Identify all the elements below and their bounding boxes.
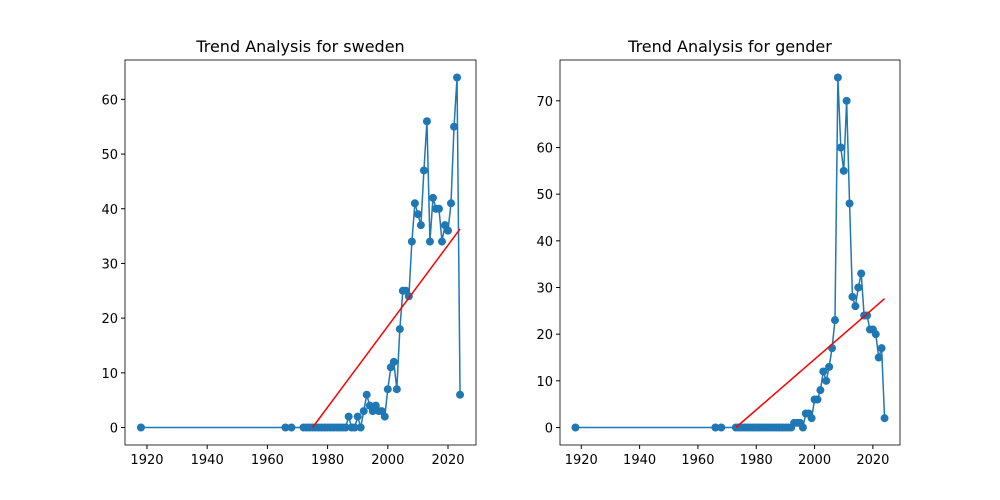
data-point [807,414,816,423]
data-point [383,385,392,394]
y-tick-label: 20 [536,328,553,343]
data-point [798,423,807,432]
data-line [575,77,886,430]
y-tick-label: 20 [101,312,118,327]
data-point [813,395,822,404]
data-point [344,412,353,421]
data-point [362,390,371,399]
data-point [880,414,889,423]
axes-frame [124,59,477,446]
chart-title: Trend Analysis for sweden [195,37,404,56]
y-tick-label: 0 [545,422,553,437]
x-tick-label: 1920 [130,453,163,468]
x-tick-label: 2020 [856,453,889,468]
data-point [422,117,431,126]
data-point [410,199,419,208]
data-point [350,423,359,432]
data-point [717,423,726,432]
x-tick-label: 1960 [681,453,714,468]
data-point [356,423,365,432]
data-point [836,143,845,152]
y-tick-label: 40 [536,235,553,250]
x-tick-label: 2020 [431,453,464,468]
data-point [407,237,416,246]
data-point [851,302,860,311]
x-tick-label: 1940 [623,453,656,468]
data-point [845,199,854,208]
data-point [392,385,401,394]
x-tick-label: 1980 [740,453,773,468]
x-tick-label: 1920 [565,453,598,468]
data-point [711,423,720,432]
data-point [863,311,872,320]
y-tick-label: 40 [101,203,118,218]
data-point [839,166,848,175]
data-point [434,204,443,213]
data-point [281,423,290,432]
data-point [450,122,459,131]
data-point [828,344,837,353]
data-point [854,283,863,292]
data-point [428,193,437,202]
data-point [571,423,580,432]
x-tick-label: 2000 [371,453,404,468]
data-point [848,292,857,301]
data-point [353,412,362,421]
data-point [359,407,368,416]
data-point [380,412,389,421]
data-point [413,210,422,219]
data-point [416,221,425,230]
y-tick-label: 70 [536,95,553,110]
data-point [447,199,456,208]
data-point [437,237,446,246]
data-point [287,423,296,432]
data-point [830,316,839,325]
y-tick-label: 60 [101,93,118,108]
trend-line [311,228,461,428]
data-point [842,96,851,105]
data-point [871,330,880,339]
x-tick-label: 1940 [191,453,224,468]
data-point [833,73,842,82]
y-tick-label: 30 [101,257,118,272]
data-line [140,77,461,429]
data-point [341,423,350,432]
data-point [822,376,831,385]
data-point [453,73,462,82]
data-point [819,367,828,376]
y-tick-label: 30 [536,282,553,297]
trend-line [735,298,886,429]
chart-title: Trend Analysis for gender [627,37,832,56]
data-point [389,357,398,366]
data-point [877,344,886,353]
x-tick-label: 2000 [798,453,831,468]
axes-frame [559,59,901,446]
y-tick-label: 0 [110,422,118,437]
data-point [816,386,825,395]
data-point [419,166,428,175]
data-point [874,353,883,362]
y-tick-label: 50 [101,148,118,163]
data-point [395,325,404,334]
y-tick-label: 50 [536,188,553,203]
x-tick-label: 1980 [311,453,344,468]
y-tick-label: 10 [536,375,553,390]
data-point [136,423,145,432]
data-point [825,362,834,371]
y-tick-label: 10 [101,367,118,382]
x-tick-label: 1960 [251,453,284,468]
data-point [857,269,866,278]
data-point [456,390,465,399]
y-tick-label: 60 [536,142,553,157]
data-point [425,237,434,246]
data-point [444,226,453,235]
